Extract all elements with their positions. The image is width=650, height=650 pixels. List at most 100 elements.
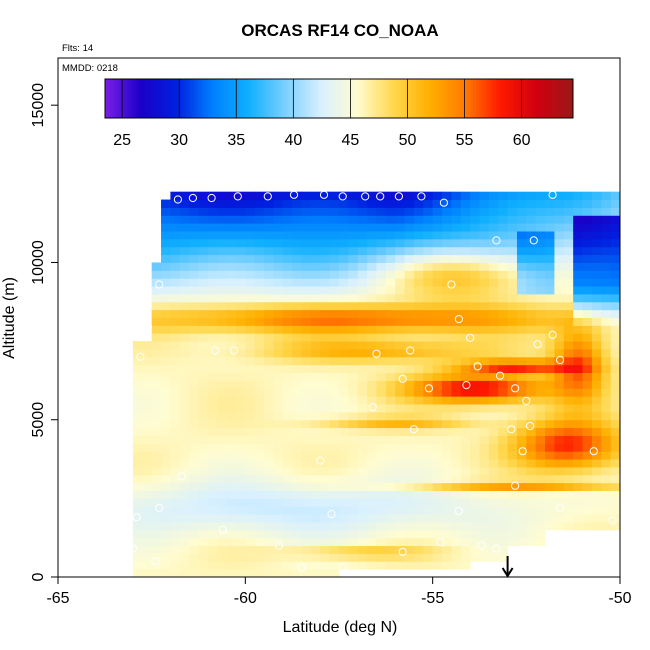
heatmap-cell (235, 490, 246, 499)
heatmap-cell (591, 333, 602, 342)
heatmap-cell (310, 569, 321, 578)
heatmap-cell (535, 348, 546, 358)
heatmap-cell (535, 466, 546, 476)
heatmap-cell (161, 317, 171, 326)
plot-frame (57, 57, 621, 578)
heatmap-cell (161, 569, 171, 578)
heatmap-cell (264, 482, 274, 491)
heatmap-cell (273, 482, 284, 491)
heatmap-cell (320, 427, 331, 436)
heatmap-cell (348, 199, 359, 208)
heatmap-cell (554, 191, 565, 201)
heatmap-cell (189, 215, 199, 224)
heatmap-cell (329, 254, 340, 263)
heatmap-cell (132, 348, 143, 358)
heatmap-cell (610, 199, 621, 208)
heatmap-cell (488, 356, 499, 366)
heatmap-cell (198, 490, 209, 499)
sample-point (338, 563, 347, 572)
heatmap-cell (554, 278, 565, 287)
heatmap-cell (357, 514, 368, 523)
heatmap-cell (189, 553, 199, 562)
heatmap-cell (357, 231, 368, 240)
heatmap-cell (170, 561, 181, 570)
heatmap-cell (479, 293, 490, 303)
heatmap-cell (460, 333, 471, 342)
heatmap-cell (591, 317, 602, 326)
heatmap-cell (442, 372, 452, 381)
heatmap-cell (554, 286, 565, 295)
heatmap-cell (254, 490, 265, 499)
colorbar-swatch (313, 79, 317, 118)
heatmap-cell (151, 333, 162, 342)
heatmap-cell (301, 333, 312, 342)
colorbar-swatch (475, 79, 480, 118)
heatmap-cell (235, 278, 246, 287)
heatmap-cell (423, 254, 434, 263)
heatmap-cell (498, 396, 509, 405)
heatmap-cell (479, 490, 490, 499)
colorbar-swatch (279, 79, 283, 118)
heatmap-cell (292, 561, 303, 570)
heatmap-cell (198, 411, 209, 421)
heatmap-cell (554, 262, 565, 271)
heatmap-cell (273, 435, 284, 444)
heatmap-cell (264, 529, 274, 539)
heatmap-cell (320, 506, 331, 515)
heatmap-cell (516, 301, 527, 311)
heatmap-cell (282, 529, 293, 539)
heatmap-cell (526, 333, 537, 342)
heatmap-cell (282, 514, 293, 523)
heatmap-cell (563, 474, 574, 484)
heatmap-cell (357, 482, 368, 491)
heatmap-cell (479, 427, 490, 436)
heatmap-cell (226, 309, 237, 318)
heatmap-cell (376, 388, 387, 397)
heatmap-cell (226, 404, 237, 413)
heatmap-cell (264, 388, 274, 397)
heatmap-cell (132, 419, 143, 429)
sample-point (496, 371, 505, 380)
heatmap-cell (273, 223, 284, 232)
colorbar-swatch (553, 79, 557, 118)
colorbar-frame (104, 78, 574, 119)
heatmap-cell (442, 435, 452, 444)
heatmap-cell (198, 238, 209, 248)
heatmap-cell (395, 466, 406, 476)
heatmap-cell (526, 529, 537, 539)
heatmap-cell (535, 419, 546, 429)
heatmap-cell (395, 459, 406, 468)
colorbar-swatch (147, 79, 152, 118)
heatmap-cell (535, 388, 546, 397)
heatmap-cell (573, 490, 584, 499)
heatmap-cell (301, 466, 312, 476)
heatmap-cell (254, 529, 265, 539)
heatmap-cell (264, 293, 274, 303)
heatmap-cell (451, 498, 462, 507)
heatmap-cell (582, 278, 593, 287)
heatmap-cell (516, 270, 527, 279)
heatmap-cell (498, 545, 509, 554)
heatmap-cell (170, 341, 181, 350)
heatmap-cell (376, 404, 387, 413)
heatmap-cell (179, 199, 190, 208)
heatmap-cell (610, 262, 621, 271)
heatmap-cell (357, 490, 368, 499)
heatmap-cell (526, 246, 537, 256)
heatmap-cell (545, 482, 555, 491)
heatmap-cell (235, 309, 246, 318)
heatmap-cell (460, 341, 471, 350)
heatmap-cell (320, 553, 331, 562)
colorbar-swatch (259, 79, 263, 118)
heatmap-cell (198, 262, 209, 271)
heatmap-cell (582, 215, 593, 224)
heatmap-cell (479, 419, 490, 429)
heatmap-cell (310, 325, 321, 334)
heatmap-cell (245, 262, 256, 271)
heatmap-cell (442, 356, 452, 366)
heatmap-cell (189, 545, 199, 554)
heatmap-cell (507, 529, 518, 539)
heatmap-cell (432, 529, 443, 539)
heatmap-cell (282, 309, 293, 318)
heatmap-cell (591, 191, 602, 201)
